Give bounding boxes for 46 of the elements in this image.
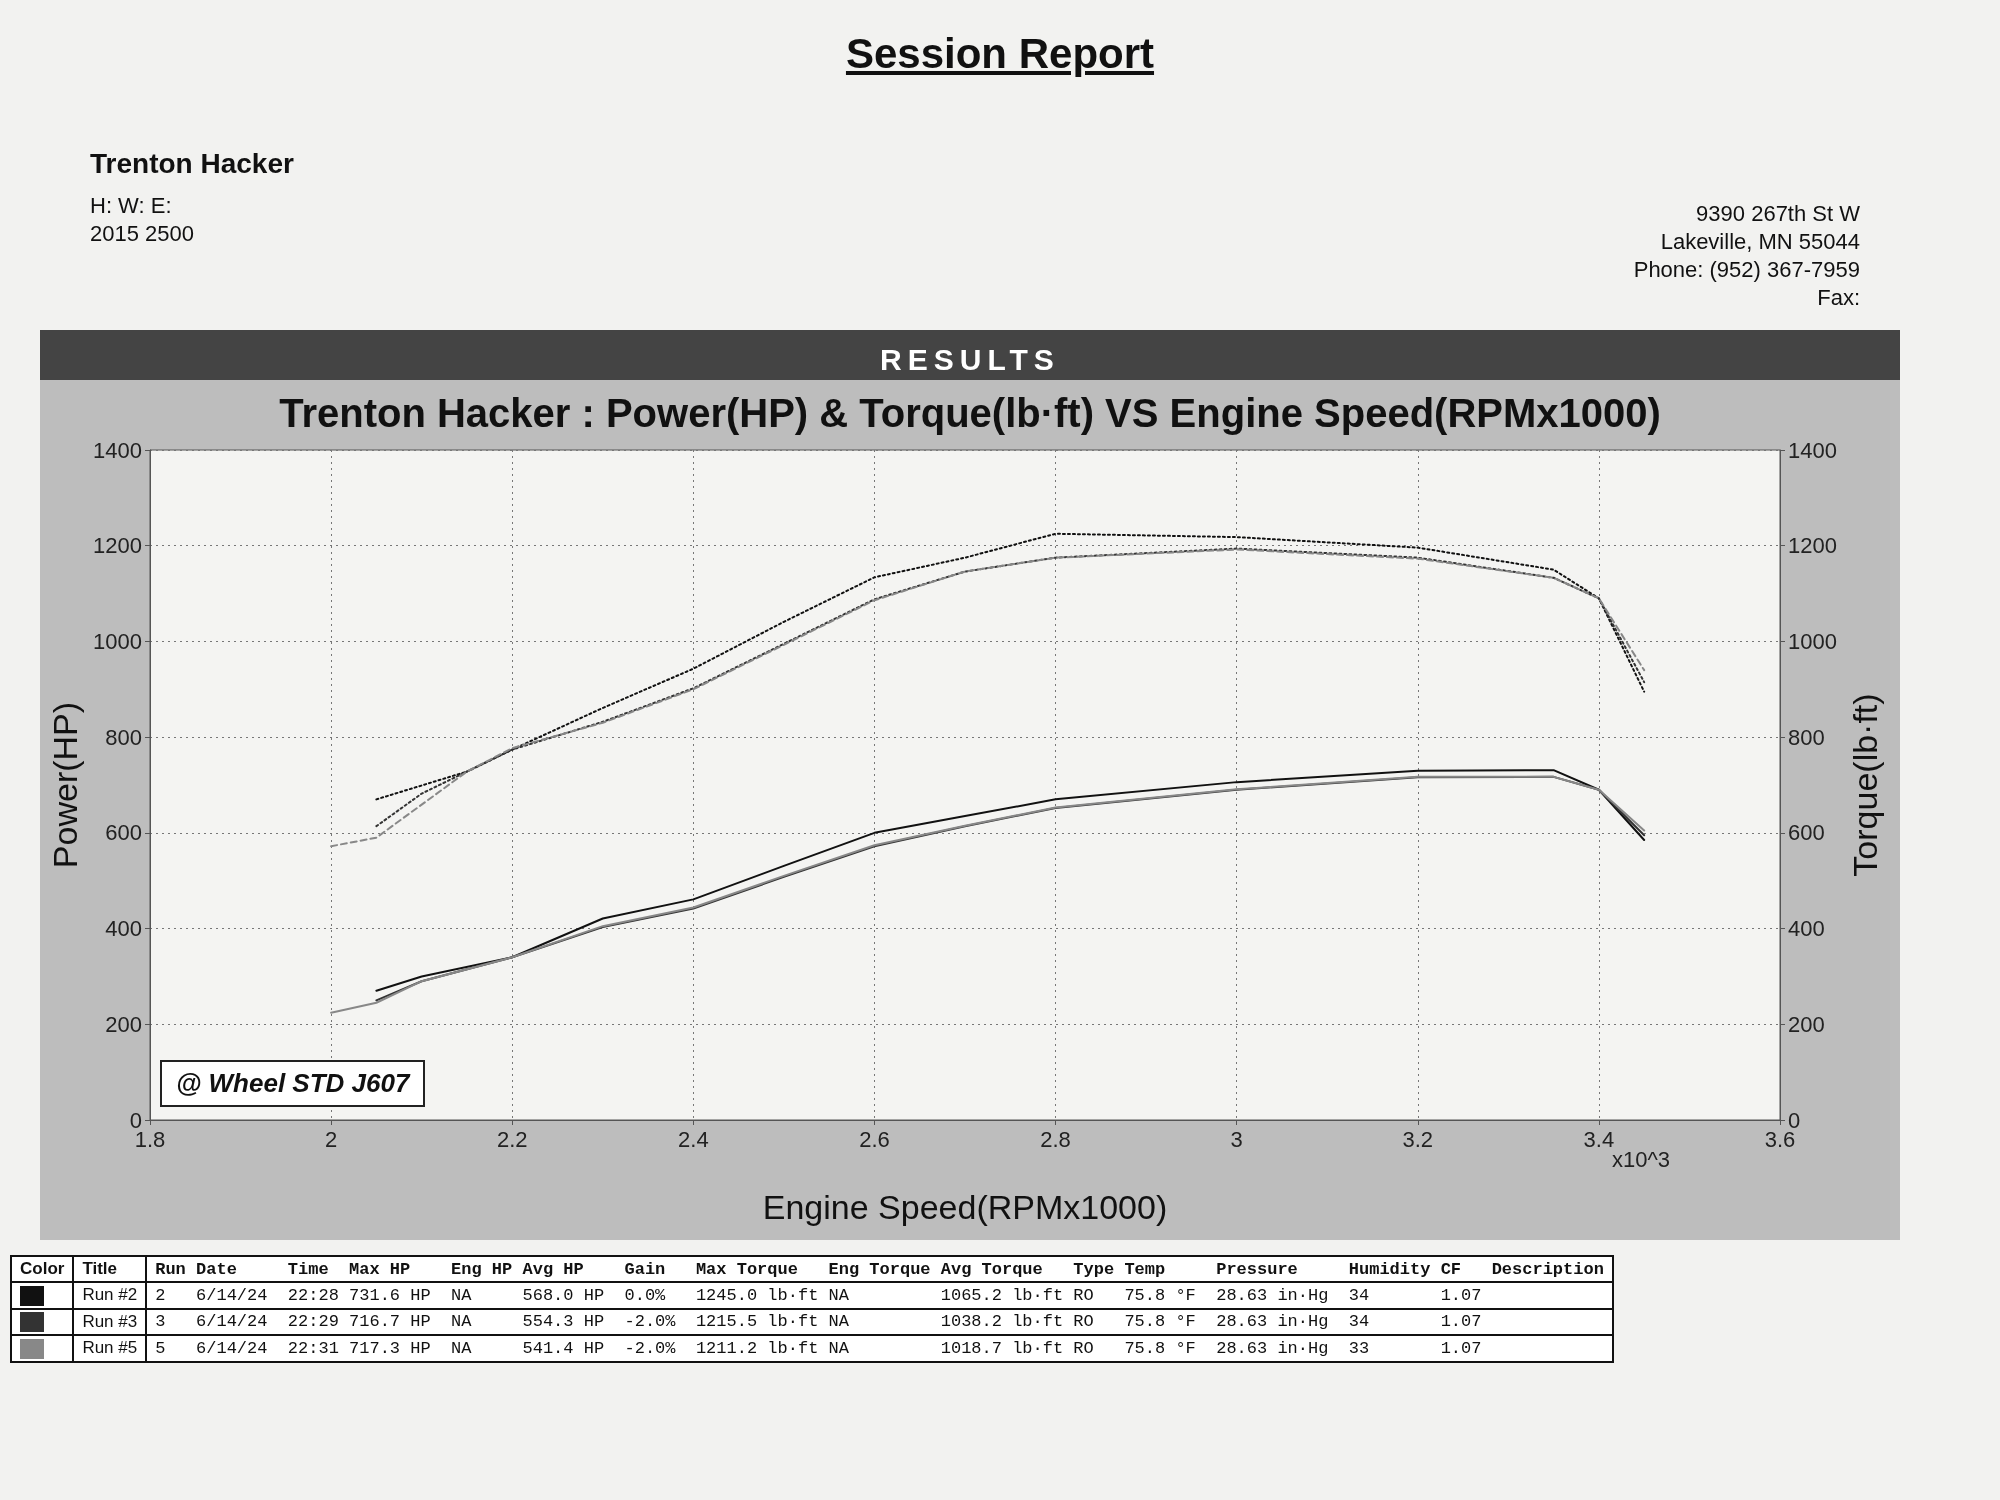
text: Title	[73, 1256, 147, 1282]
y-axis-title: Power(HP)	[46, 701, 85, 869]
y2-tick-label: 600	[1788, 820, 1825, 846]
x-tick-label: 2.4	[678, 1126, 709, 1152]
y-tick-label: 1200	[93, 533, 142, 559]
legend-label: Run #2	[73, 1282, 147, 1309]
y2-tick-label: 0	[1788, 1107, 1801, 1133]
y-tick-label: 0	[129, 1107, 142, 1133]
chart-title: Session Report	[844, 30, 1156, 78]
y-tick-label: 400	[105, 916, 142, 942]
x-tick-label: 2.8	[1040, 1126, 1071, 1152]
text: H: W: E:	[90, 192, 173, 220]
text: 9390 267th St W	[1695, 200, 1860, 228]
x-tick-label: 3.2	[1402, 1126, 1434, 1152]
y2-tick-label: 1000	[1788, 628, 1837, 654]
y-tick-label: 800	[105, 724, 142, 750]
y2-axis-title: Torque(lb·ft)	[1845, 693, 1884, 877]
y2-tick-label: 1400	[1788, 437, 1837, 463]
text: 2015 2500	[90, 220, 195, 248]
y2-tick-label: 800	[1788, 724, 1825, 750]
x-tick-label: 2.6	[859, 1126, 890, 1152]
x-tick-label: 2.2	[496, 1126, 528, 1152]
legend-label: Run #5	[73, 1335, 147, 1362]
text: 2 6/14/24 22:28 731.6 HP NA 568.0 HP 0.0% 1245.0 lb·ft NA 1065.2 lb·ft RO 75.8 °F 28.63 in·Hg 34 1.07	[146, 1282, 1613, 1309]
text: Trenton Hacker	[90, 148, 294, 179]
y-tick-label: 1000	[93, 628, 142, 654]
x-tick-label: 3	[1230, 1126, 1243, 1152]
annotation: @ Wheel STD J607	[160, 1060, 426, 1107]
text: Run Date Time Max HP Eng HP Avg HP Gain Max Torque Eng Torque Avg Torque Type Temp Pressure Humidity CF Description	[146, 1256, 1613, 1282]
y2-tick-label: 200	[1788, 1011, 1825, 1037]
x-tick-label: 2	[324, 1126, 338, 1152]
text: Fax:	[1816, 284, 1860, 312]
y2-tick-label: 400	[1788, 916, 1825, 942]
text: Phone: (952) 367-7959	[1633, 256, 1860, 284]
text: Color	[11, 1256, 74, 1282]
text: 3 6/14/24 22:29 716.7 HP NA 554.3 HP -2.0% 1215.5 lb·ft NA 1038.2 lb·ft RO 75.8 °F 28.63 in·Hg 34 1.07	[146, 1308, 1613, 1336]
text: Lakeville, MN 55044	[1659, 228, 1860, 256]
y2-tick-label: 1200	[1788, 533, 1837, 559]
y-tick-label: 600	[105, 820, 142, 846]
y-tick-label: 200	[105, 1011, 142, 1037]
legend-label: Run #3	[73, 1308, 147, 1336]
chart-subtitle: Trenton Hacker : Power(HP) & Torque(lb·ft) VS Engine Speed(RPMx1000)	[279, 391, 1661, 435]
y-tick-label: 1400	[93, 437, 142, 463]
text: RESULTS	[40, 330, 1900, 380]
x-axis-title: Engine Speed(RPMx1000)	[762, 1188, 1168, 1226]
text: 5 6/14/24 22:31 717.3 HP NA 541.4 HP -2.0% 1211.2 lb·ft NA 1018.7 lb·ft RO 75.8 °F 28.63 in·Hg 33 1.07	[146, 1335, 1613, 1362]
